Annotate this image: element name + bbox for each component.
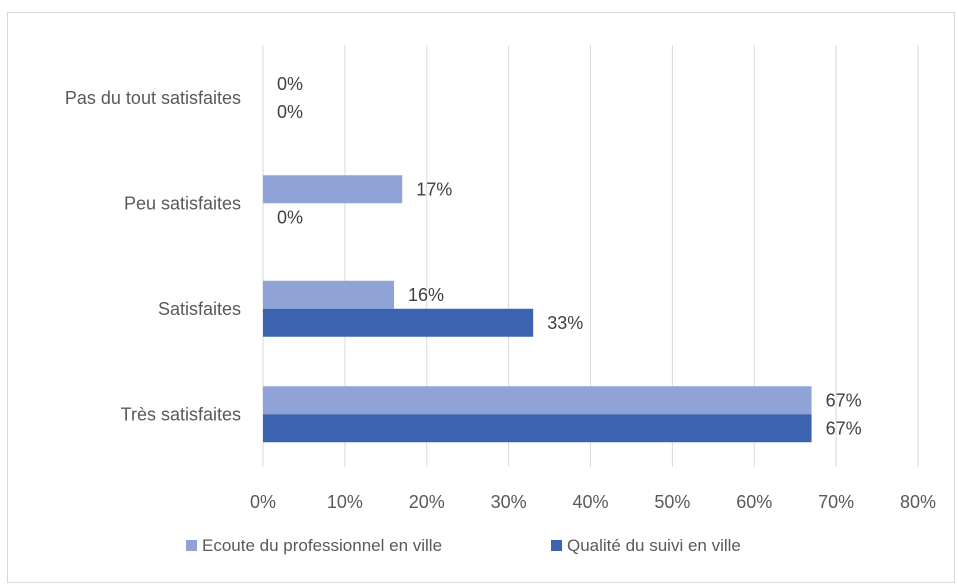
x-tick-labels: 0% 10% 20% 30% 40% 50% 60% 70% 80% bbox=[250, 492, 936, 512]
x-tick-label: 30% bbox=[491, 492, 527, 512]
category-label: Satisfaites bbox=[158, 299, 241, 319]
data-label: 67% bbox=[826, 390, 862, 410]
x-tick-label: 10% bbox=[327, 492, 363, 512]
data-label: 0% bbox=[277, 102, 303, 122]
bar bbox=[263, 308, 534, 337]
bar bbox=[263, 175, 403, 204]
bar bbox=[263, 280, 394, 309]
data-label: 33% bbox=[547, 313, 583, 333]
category-label: Peu satisfaites bbox=[124, 193, 241, 213]
data-label: 17% bbox=[416, 179, 452, 199]
x-tick-label: 80% bbox=[900, 492, 936, 512]
category-labels: Pas du tout satisfaites Peu satisfaites Sa… bbox=[65, 88, 241, 425]
data-label: 0% bbox=[277, 74, 303, 94]
x-tick-label: 0% bbox=[250, 492, 276, 512]
chart-frame bbox=[7, 12, 955, 583]
x-tick-label: 70% bbox=[818, 492, 854, 512]
data-label: 67% bbox=[826, 418, 862, 438]
data-label: 16% bbox=[408, 285, 444, 305]
legend-label: Qualité du suivi en ville bbox=[567, 536, 741, 555]
legend: Ecoute du professionnel en ville Qualité … bbox=[186, 536, 741, 555]
bar bbox=[263, 414, 812, 443]
data-label: 0% bbox=[277, 207, 303, 227]
bars bbox=[263, 175, 812, 443]
x-tick-label: 20% bbox=[409, 492, 445, 512]
legend-swatch bbox=[186, 540, 197, 551]
legend-label: Ecoute du professionnel en ville bbox=[202, 536, 442, 555]
x-tick-label: 60% bbox=[736, 492, 772, 512]
bar bbox=[263, 386, 812, 415]
legend-swatch bbox=[551, 540, 562, 551]
data-labels: 0% 0% 17% 0% 16% 33% 67% 67% bbox=[277, 74, 862, 439]
x-tick-label: 50% bbox=[654, 492, 690, 512]
category-label: Pas du tout satisfaites bbox=[65, 88, 241, 108]
x-tick-label: 40% bbox=[572, 492, 608, 512]
category-label: Très satisfaites bbox=[121, 404, 241, 424]
